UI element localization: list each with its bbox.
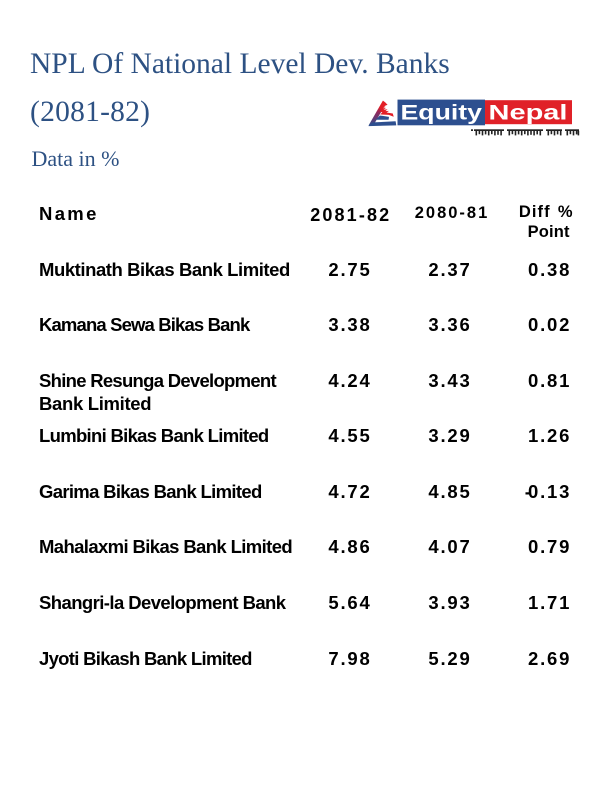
svg-text:Equity: Equity (401, 101, 483, 125)
svg-text:Nepal: Nepal (489, 101, 568, 125)
